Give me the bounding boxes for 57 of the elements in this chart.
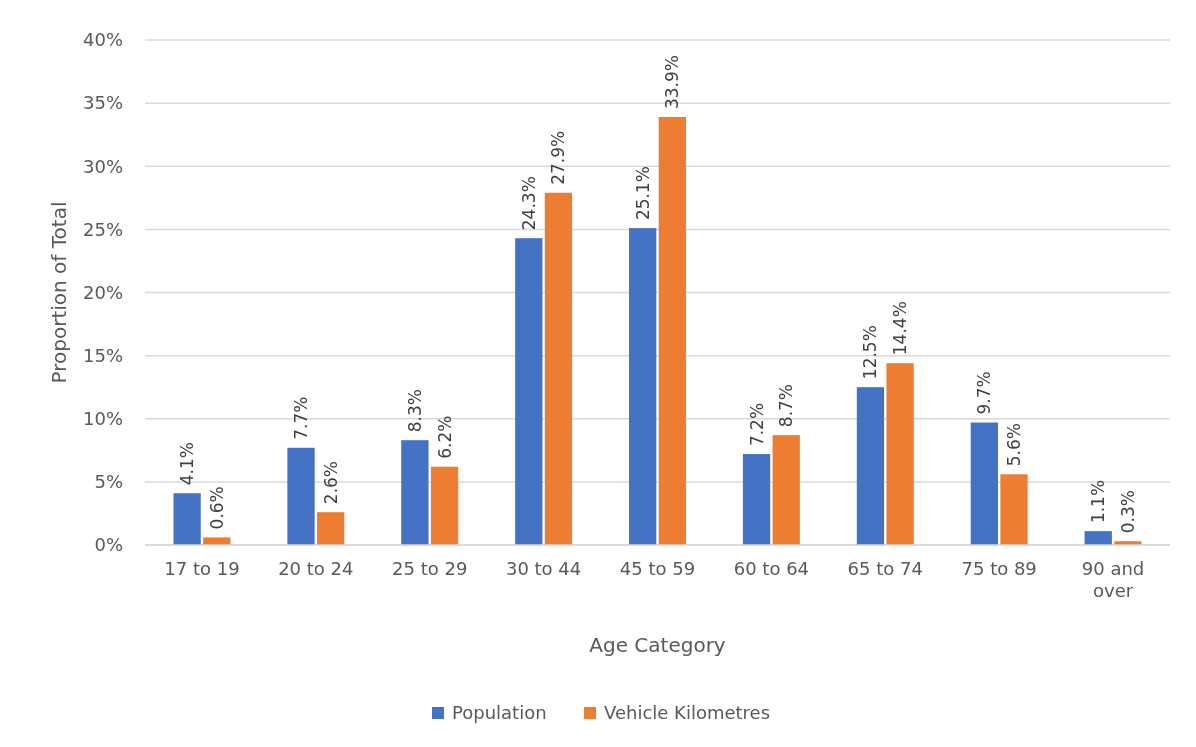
data-label: 27.9%	[548, 130, 569, 185]
data-label: 25.1%	[632, 166, 653, 221]
x-tick-label: 20 to 24	[278, 558, 354, 579]
bar	[173, 493, 201, 545]
x-tick-label: 45 to 59	[619, 558, 696, 579]
data-label: 8.3%	[404, 389, 425, 433]
bar	[401, 440, 429, 545]
data-label: 2.6%	[320, 460, 341, 505]
data-label: 7.2%	[746, 402, 767, 447]
y-tick-label: 5%	[94, 471, 123, 493]
legend-label: Vehicle Kilometres	[604, 702, 771, 724]
bar	[544, 192, 573, 545]
x-tick-label: 17 to 19	[164, 558, 240, 579]
y-tick-label: 35%	[82, 92, 123, 114]
y-tick-label: 15%	[82, 344, 123, 366]
data-label: 9.7%	[974, 371, 995, 415]
bar	[742, 454, 771, 545]
bar	[317, 512, 345, 545]
bar	[772, 435, 800, 545]
y-tick-label: 30%	[82, 155, 123, 177]
data-label: 24.3%	[518, 176, 539, 231]
bar	[515, 238, 543, 545]
x-tick-label: 30 to 44	[505, 558, 582, 579]
x-tick-label: 65 to 74	[847, 558, 923, 579]
data-label: 8.7%	[776, 383, 797, 428]
data-label: 6.2%	[434, 415, 455, 459]
data-label: 33.9%	[662, 55, 683, 110]
y-tick-label: 25%	[82, 218, 123, 240]
legend-label: Population	[452, 702, 547, 724]
bar	[1000, 474, 1028, 545]
bar	[1084, 531, 1112, 545]
y-tick-label: 40%	[82, 29, 123, 51]
data-label: 0.3%	[1117, 490, 1138, 534]
x-tick-label: 60 to 64	[733, 558, 810, 579]
bar	[970, 422, 998, 545]
data-label: 14.4%	[890, 301, 911, 356]
y-axis-title: Proportion of Total	[47, 201, 71, 384]
bar	[886, 363, 914, 545]
y-tick-label: 20%	[82, 281, 123, 303]
y-tick-label: 0%	[94, 534, 123, 556]
x-tick-label: 25 to 29	[392, 558, 468, 579]
bar	[430, 466, 459, 545]
data-label: 7.7%	[291, 396, 311, 440]
y-tick-label: 10%	[82, 408, 123, 430]
bar	[629, 228, 657, 545]
data-label: 5.6%	[1004, 423, 1024, 467]
x-tick-label: 90 and over	[1081, 558, 1145, 601]
bar	[658, 117, 686, 545]
bar	[287, 447, 315, 545]
bar	[203, 537, 231, 545]
bar	[856, 387, 885, 545]
data-label: 4.1%	[177, 442, 198, 486]
data-label: 0.6%	[206, 486, 227, 530]
x-axis-title: Age Category	[589, 633, 726, 657]
data-label: 12.5%	[860, 325, 881, 380]
data-label: 1.1%	[1088, 479, 1109, 524]
x-tick-label: 75 to 89	[961, 558, 1037, 579]
